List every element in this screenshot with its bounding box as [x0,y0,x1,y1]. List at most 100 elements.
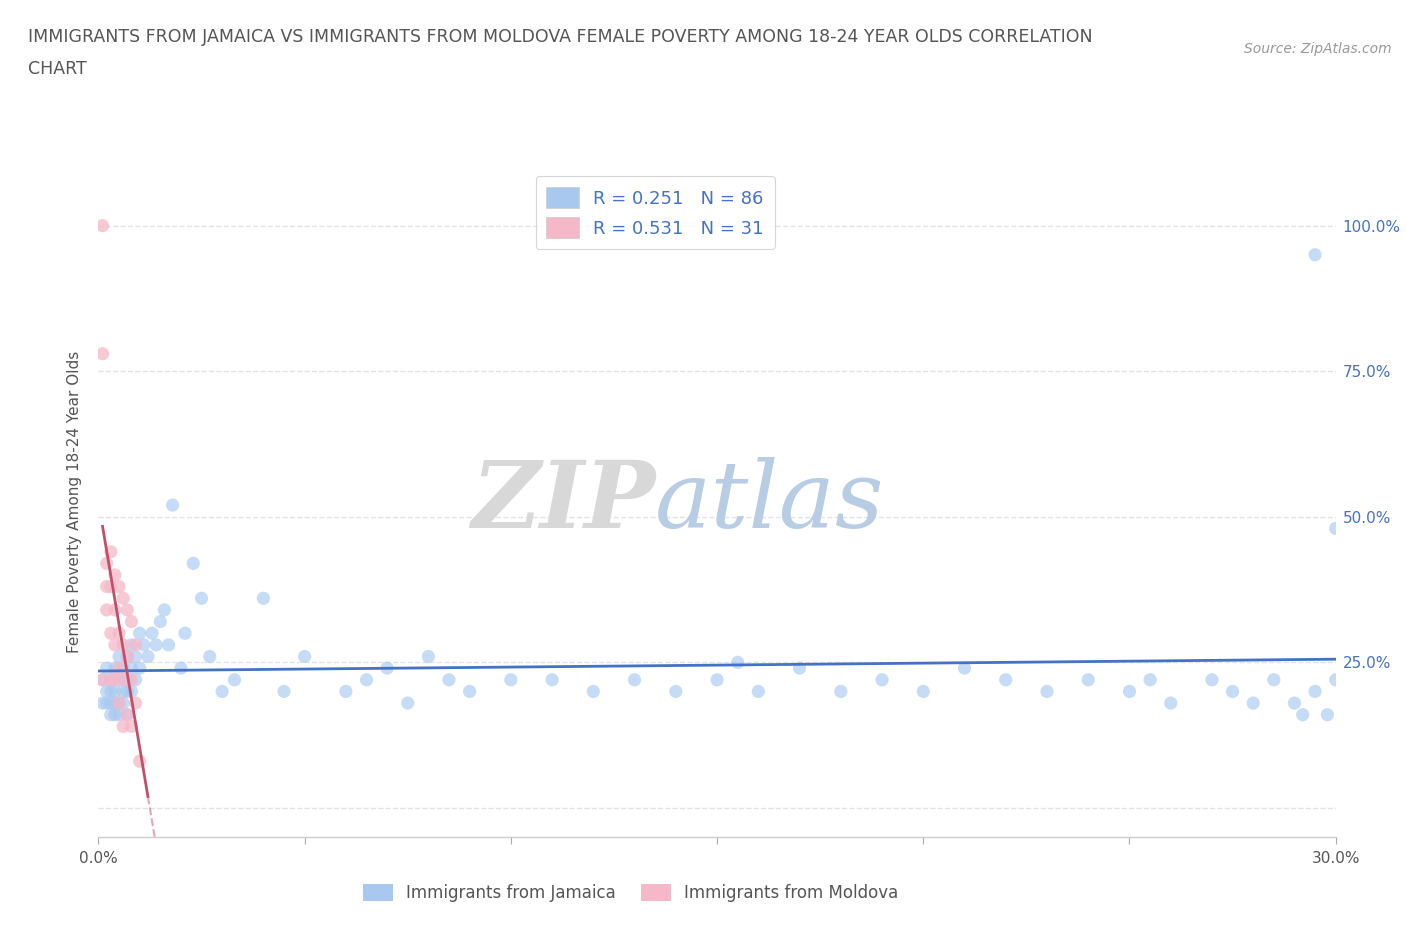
Point [104,672,127,687]
Point [375,660,398,675]
Point [273,684,295,698]
Point [623,672,645,687]
Point [100,708,122,723]
Point [96,556,118,571]
Point [91,696,114,711]
Point [789,660,811,675]
Point [112,684,135,698]
Point [117,603,139,618]
Point [1263,672,1285,687]
Point [120,684,142,698]
Point [96,684,118,698]
Point [181,556,204,571]
Point [91,219,114,233]
Text: CHART: CHART [28,60,87,78]
Point [912,684,935,698]
Point [132,637,155,652]
Point [108,696,131,711]
Point [96,660,118,675]
Point [112,591,135,605]
Point [145,637,167,652]
Point [141,626,163,641]
Point [108,626,131,641]
Point [582,684,605,698]
Point [162,498,184,512]
Point [120,614,142,629]
Point [112,672,135,687]
Point [994,672,1017,687]
Point [198,649,221,664]
Point [706,672,728,687]
Point [1324,672,1347,687]
Text: Source: ZipAtlas.com: Source: ZipAtlas.com [1244,42,1392,56]
Point [112,719,135,734]
Text: IMMIGRANTS FROM JAMAICA VS IMMIGRANTS FROM MOLDOVA FEMALE POVERTY AMONG 18-24 YE: IMMIGRANTS FROM JAMAICA VS IMMIGRANTS FR… [28,28,1092,46]
Point [117,649,139,664]
Text: ZIP: ZIP [471,458,655,547]
Point [124,672,146,687]
Point [437,672,460,687]
Point [108,579,131,594]
Point [1241,696,1264,711]
Point [108,672,131,687]
Point [108,649,131,664]
Point [100,684,122,698]
Point [1324,521,1347,536]
Point [190,591,212,605]
Point [104,684,127,698]
Point [120,672,142,687]
Point [104,660,127,675]
Point [120,660,142,675]
Point [157,637,180,652]
Point [1316,708,1339,723]
Point [224,672,246,687]
Point [112,696,135,711]
Point [117,684,139,698]
Point [117,708,139,723]
Point [211,684,233,698]
Point [104,708,127,723]
Point [100,672,122,687]
Point [100,626,122,641]
Point [174,626,197,641]
Point [1036,684,1059,698]
Point [91,346,114,361]
Point [458,684,481,698]
Point [96,603,118,618]
Point [96,579,118,594]
Point [104,696,127,711]
Point [128,754,150,769]
Point [396,696,419,711]
Point [153,603,176,618]
Point [1139,672,1161,687]
Point [136,649,159,664]
Point [96,696,118,711]
Text: atlas: atlas [655,458,884,547]
Point [104,603,127,618]
Point [727,655,749,670]
Point [499,672,522,687]
Point [104,567,127,582]
Point [149,614,172,629]
Point [1077,672,1099,687]
Point [356,672,378,687]
Point [124,637,146,652]
Point [91,672,114,687]
Point [1284,696,1306,711]
Point [117,708,139,723]
Point [91,672,114,687]
Point [1292,708,1315,723]
Point [1201,672,1223,687]
Point [117,649,139,664]
Legend: Immigrants from Jamaica, Immigrants from Moldova: Immigrants from Jamaica, Immigrants from… [356,878,905,909]
Point [1303,684,1326,698]
Point [747,684,769,698]
Point [108,708,131,723]
Point [1160,696,1182,711]
Point [124,649,146,664]
Point [665,684,688,698]
Point [1303,247,1326,262]
Point [100,544,122,559]
Point [1222,684,1244,698]
Point [100,579,122,594]
